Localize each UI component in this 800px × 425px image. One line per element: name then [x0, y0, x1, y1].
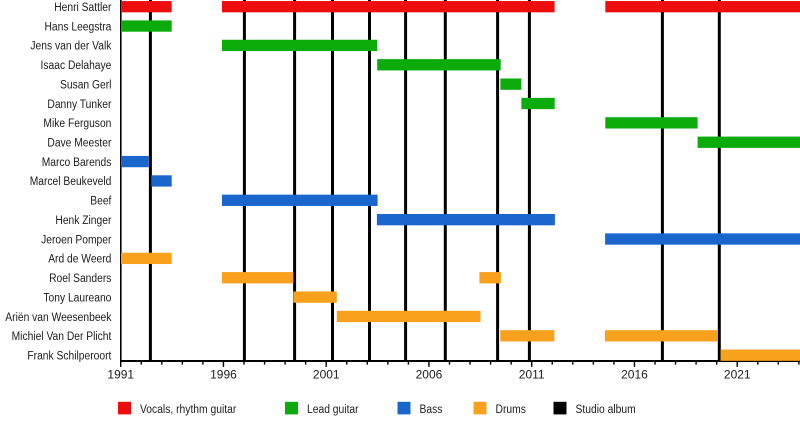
svg-text:Susan Gerl: Susan Gerl: [60, 79, 111, 91]
svg-text:2021: 2021: [724, 368, 751, 382]
svg-text:Hans Leegstra: Hans Leegstra: [45, 21, 112, 33]
svg-text:Roel Sanders: Roel Sanders: [49, 273, 112, 285]
svg-text:Beef: Beef: [90, 196, 112, 208]
svg-text:Jens van der Valk: Jens van der Valk: [30, 41, 111, 53]
svg-text:Marcel Beukeveld: Marcel Beukeveld: [30, 176, 112, 188]
svg-text:Danny Tunker: Danny Tunker: [47, 99, 111, 111]
svg-text:2011: 2011: [519, 368, 545, 382]
svg-text:Ariën van Weesenbeek: Ariën van Weesenbeek: [5, 312, 111, 324]
svg-text:1996: 1996: [210, 368, 237, 382]
svg-text:Vocals, rhythm guitar: Vocals, rhythm guitar: [140, 404, 236, 416]
svg-text:Dave Meester: Dave Meester: [47, 138, 111, 150]
svg-text:Henri Sattler: Henri Sattler: [54, 2, 111, 14]
svg-text:Drums: Drums: [496, 404, 527, 416]
svg-text:Michiel Van Der Plicht: Michiel Van Der Plicht: [12, 331, 113, 343]
svg-text:2006: 2006: [416, 368, 443, 382]
svg-text:Jeroen Pomper: Jeroen Pomper: [41, 234, 111, 246]
svg-text:Studio album: Studio album: [576, 404, 636, 416]
svg-text:2016: 2016: [621, 368, 648, 382]
svg-text:Henk Zinger: Henk Zinger: [55, 215, 111, 227]
svg-text:Bass: Bass: [420, 404, 443, 416]
svg-text:Marco Barends: Marco Barends: [42, 157, 112, 169]
svg-text:Lead guitar: Lead guitar: [307, 404, 359, 416]
svg-text:Ard de Weerd: Ard de Weerd: [48, 254, 111, 266]
svg-text:2001: 2001: [313, 368, 340, 382]
svg-text:1991: 1991: [107, 368, 134, 382]
svg-text:Isaac Delahaye: Isaac Delahaye: [41, 60, 112, 72]
svg-text:Tony Laureano: Tony Laureano: [43, 292, 111, 304]
svg-text:Mike Ferguson: Mike Ferguson: [43, 118, 111, 130]
svg-text:Frank Schilperoort: Frank Schilperoort: [27, 350, 112, 362]
